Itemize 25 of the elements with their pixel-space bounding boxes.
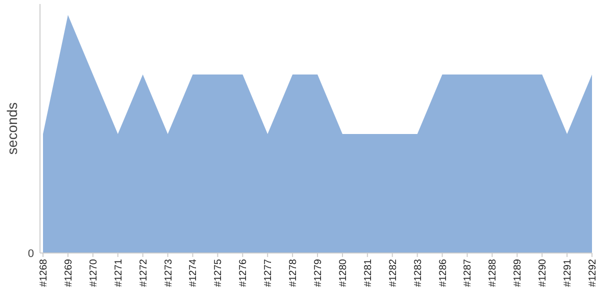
x-tick-label: #1282 (388, 258, 399, 287)
x-tick-label: #1275 (213, 258, 224, 287)
x-tick-label: #1291 (562, 258, 574, 287)
x-tick-label: #1274 (188, 258, 200, 287)
x-tick-label: #1281 (362, 258, 374, 287)
x-tick-label: #1283 (412, 258, 424, 287)
x-tick-label: #1292 (588, 258, 598, 287)
x-tick-label: #1273 (163, 258, 174, 287)
x-tick-label: #1289 (512, 258, 524, 287)
x-tick-label: #1268 (38, 258, 50, 287)
text: 0 (28, 248, 34, 260)
y-axis-title: seconds (4, 102, 20, 155)
x-tick-label: #1276 (238, 258, 250, 287)
x-tick-label: #1280 (338, 258, 349, 287)
x-tick-label: #1286 (438, 258, 449, 287)
x-tick-label: #1278 (288, 258, 300, 287)
x-tick-label: #1290 (538, 258, 549, 287)
x-tick-label: #1269 (63, 258, 74, 287)
x-tick-label: #1270 (88, 258, 100, 287)
x-tick-label: #1279 (313, 258, 324, 287)
x-tick-label: #1288 (488, 258, 499, 287)
x-tick-label: #1272 (138, 258, 150, 287)
x-tick-label: #1271 (113, 258, 124, 287)
x-tick-label: #1287 (462, 258, 474, 287)
x-tick-label: #1277 (263, 258, 274, 287)
